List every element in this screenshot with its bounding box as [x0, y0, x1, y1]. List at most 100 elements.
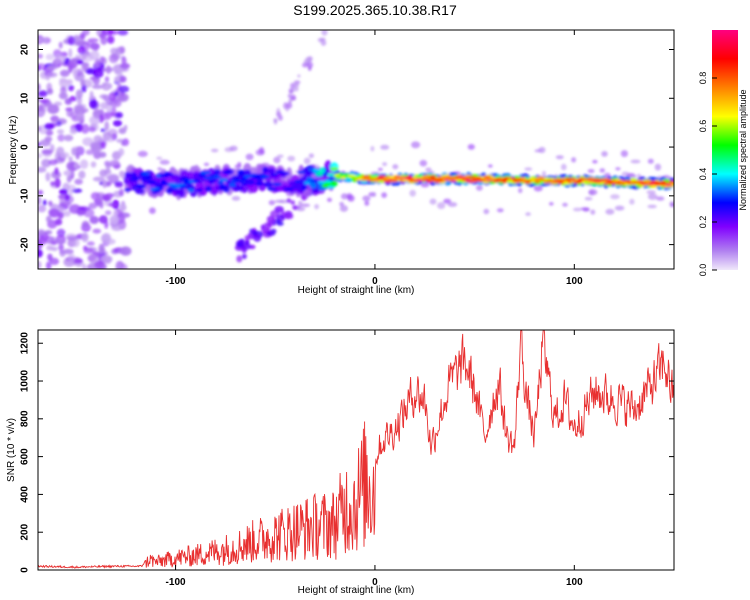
signal-blob [294, 179, 303, 184]
signal-blob [244, 240, 250, 245]
noise-blob [44, 136, 53, 143]
noise-blob [100, 141, 106, 150]
signal-blob [552, 179, 559, 182]
noise-blob [54, 167, 59, 176]
noise-blob [301, 62, 309, 68]
noise-blob [66, 109, 74, 118]
signal-blob [389, 179, 399, 182]
signal-blob [242, 243, 252, 250]
noise-blob [89, 90, 94, 101]
noise-blob [41, 158, 51, 168]
signal-blob [251, 175, 261, 179]
noise-blob [104, 121, 110, 131]
noise-blob [78, 206, 91, 211]
signal-blob [525, 179, 532, 183]
noise-blob [73, 258, 83, 264]
snr-y-label: SNR (10 * v/v) [6, 418, 17, 482]
noise-blob [69, 95, 77, 102]
noise-blob [297, 200, 303, 208]
noise-blob [119, 203, 127, 212]
noise-blob [483, 208, 490, 215]
noise-blob [156, 156, 163, 160]
noise-blob [419, 159, 428, 167]
noise-blob [48, 63, 54, 70]
noise-blob [339, 205, 348, 212]
noise-blob [38, 153, 43, 159]
noise-blob [656, 196, 665, 201]
noise-blob [38, 249, 43, 258]
noise-blob [92, 176, 105, 182]
y-tick-label: 0 [20, 567, 31, 573]
signal-blob [147, 180, 156, 184]
signal-blob [139, 185, 146, 189]
noise-blob [425, 167, 432, 173]
signal-blob [240, 183, 249, 194]
signal-blob [329, 167, 339, 171]
noise-blob [573, 207, 582, 212]
noise-blob [108, 92, 117, 101]
signal-blob [450, 179, 458, 182]
signal-blob [510, 177, 517, 180]
noise-blob [420, 181, 430, 188]
signal-blob [179, 185, 190, 189]
noise-blob [66, 184, 76, 191]
y-tick-label: -10 [20, 188, 31, 203]
noise-blob [48, 208, 61, 218]
noise-blob [114, 76, 121, 83]
noise-blob [38, 111, 46, 116]
noise-blob [85, 149, 95, 155]
signal-blob [198, 174, 207, 178]
noise-blob [542, 170, 546, 177]
noise-blob [68, 156, 73, 162]
signal-blob [351, 176, 359, 179]
noise-blob [307, 61, 314, 69]
y-tick-label: 1000 [20, 369, 31, 392]
noise-blob [68, 48, 73, 58]
signal-blob [473, 176, 482, 179]
signal-blob [236, 242, 244, 248]
signal-blob [132, 176, 142, 180]
noise-blob [62, 248, 74, 255]
signal-blob [272, 182, 283, 186]
noise-blob [56, 129, 65, 134]
noise-blob [46, 82, 53, 93]
noise-blob [54, 178, 61, 188]
signal-blob [421, 174, 432, 179]
signal-blob [570, 178, 577, 181]
noise-blob [370, 145, 375, 152]
colorbar: 0.0 0.2 0.4 0.6 0.8 Normalized spectral ampl… [698, 30, 748, 276]
noise-blob [561, 163, 567, 171]
noise-blob [98, 215, 108, 224]
noise-blob [101, 82, 112, 91]
signal-blob [360, 178, 368, 181]
noise-blob [38, 190, 44, 195]
signal-blob [222, 170, 231, 175]
noise-blob [38, 90, 48, 97]
x-tick-label: 0 [372, 577, 378, 588]
noise-blob [90, 141, 101, 151]
noise-blob [118, 127, 127, 134]
noise-blob [118, 148, 125, 157]
noise-blob [100, 128, 106, 133]
signal-blob [241, 253, 247, 260]
signal-blob [290, 185, 300, 190]
noise-blob [86, 241, 95, 246]
signal-blob [233, 178, 244, 183]
signal-blob [501, 179, 508, 182]
noise-blob [111, 223, 123, 231]
signal-blob [217, 181, 224, 185]
noise-blob [82, 52, 91, 58]
signal-blob [512, 179, 521, 183]
noise-blob [109, 99, 122, 108]
signal-blob [159, 174, 168, 178]
noise-blob [63, 170, 74, 177]
noise-blob [38, 260, 42, 269]
noise-blob [82, 137, 94, 147]
signal-blob [309, 182, 317, 189]
signal-blob [297, 170, 306, 174]
noise-blob [99, 247, 106, 252]
noise-blob [90, 161, 97, 168]
noise-blob [381, 192, 387, 199]
noise-blob [615, 167, 621, 171]
noise-blob [81, 84, 87, 93]
